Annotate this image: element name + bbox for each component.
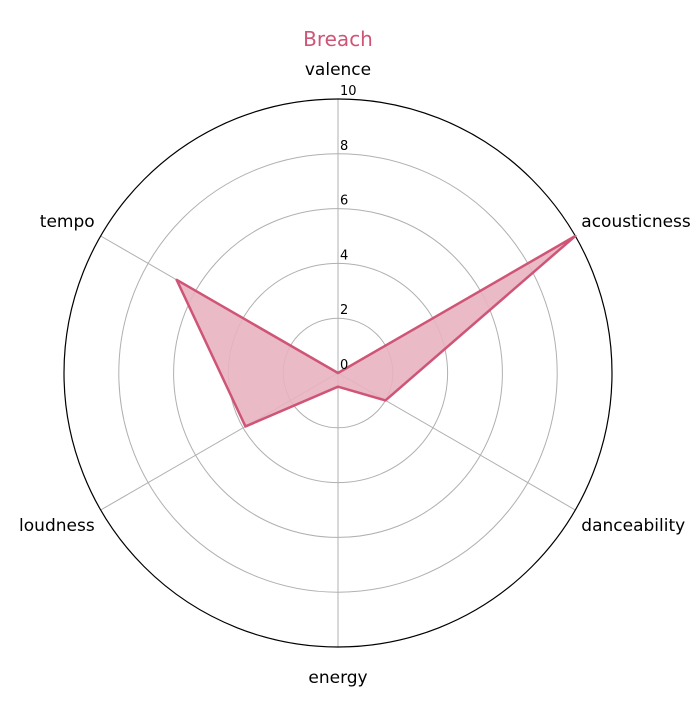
series-area-0 xyxy=(176,236,576,427)
tick-label-10: 10 xyxy=(340,84,357,99)
axis-label-acousticness: acousticness xyxy=(581,212,691,232)
tick-label-4: 4 xyxy=(340,248,348,263)
axis-label-energy: energy xyxy=(308,668,367,688)
axis-label-valence: valence xyxy=(305,60,371,80)
series-layer xyxy=(175,234,577,428)
tick-label-0: 0 xyxy=(340,358,348,373)
tick-label-8: 8 xyxy=(340,139,348,154)
grid-layer xyxy=(63,98,613,648)
axis-label-danceability: danceability xyxy=(581,516,685,536)
tick-label-2: 2 xyxy=(340,303,348,318)
label-layer: 0 2 4 6 8 10 valence acousticness danceability en… xyxy=(19,60,691,688)
axis-label-loudness: loudness xyxy=(19,516,95,536)
axis-label-tempo: tempo xyxy=(40,212,95,232)
outer-frame xyxy=(63,98,613,648)
tick-label-6: 6 xyxy=(340,194,348,209)
chart-title: Breach xyxy=(303,27,373,51)
